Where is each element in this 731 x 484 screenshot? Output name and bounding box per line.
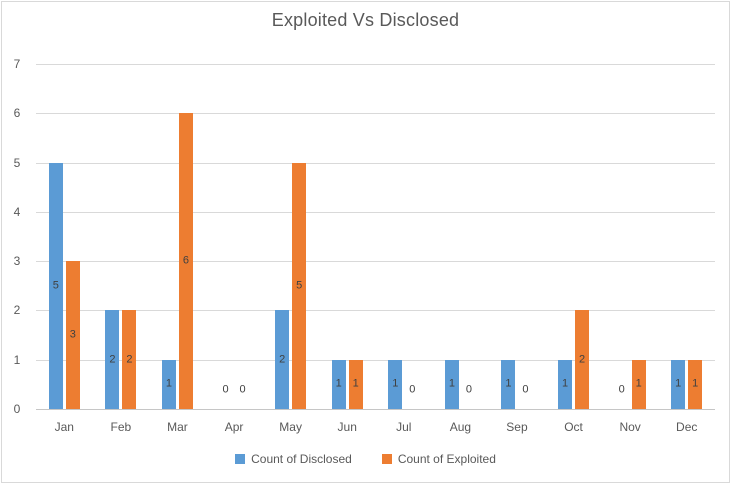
disclosed-data-label: 1: [561, 377, 569, 390]
disclosed-bar: [671, 359, 686, 409]
exploited-bar: [65, 261, 80, 409]
exploited-bar: [631, 359, 646, 409]
disclosed-data-label: 2: [109, 353, 116, 366]
x-axis-category-label: Oct: [564, 420, 583, 434]
disclosed-bar: [105, 310, 120, 409]
disclosed-bar: [558, 359, 573, 409]
disclosed-bar: [501, 359, 516, 409]
disclosed-data-label: 0: [618, 383, 625, 396]
exploited-data-label: 0: [239, 383, 246, 396]
gridline: [36, 261, 715, 263]
disclosed-data-label: 1: [392, 377, 399, 390]
legend-label: Count of Disclosed: [251, 452, 352, 466]
disclosed-bar: [48, 162, 63, 409]
x-axis-category-label: Aug: [449, 420, 472, 434]
exploited-data-label: 1: [635, 377, 642, 390]
exploited-data-label: 5: [296, 279, 303, 292]
exploited-data-label: 0: [409, 383, 416, 396]
x-axis-line: [36, 409, 715, 410]
legend: Count of Disclosed Count of Exploited: [2, 452, 729, 466]
exploited-data-label: 0: [522, 383, 529, 396]
y-axis-tick-label: 2: [13, 303, 21, 318]
gridline: [36, 64, 715, 65]
disclosed-data-label: 1: [335, 377, 342, 390]
disclosed-data-label: 1: [165, 377, 173, 390]
gridline: [36, 310, 715, 312]
gridline: [36, 211, 715, 213]
legend-item-disclosed: Count of Disclosed: [235, 452, 352, 466]
disclosed-data-label: 5: [52, 279, 59, 292]
disclosed-bar: [275, 310, 290, 409]
x-axis-category-label: Feb: [110, 420, 132, 434]
y-axis-tick-label: 3: [13, 254, 21, 269]
disclosed-bar: [161, 359, 176, 409]
gridline: [36, 113, 715, 115]
exploited-bar: [575, 310, 590, 409]
exploited-bar: [688, 359, 703, 409]
exploited-bar: [292, 162, 307, 409]
disclosed-swatch-icon: [235, 454, 246, 464]
y-axis-tick-label: 6: [13, 106, 21, 121]
exploited-bar: [178, 113, 193, 409]
legend-item-exploited: Count of Exploited: [381, 452, 496, 466]
y-axis-tick-label: 4: [13, 204, 21, 219]
exploited-bar: [122, 310, 137, 409]
exploited-data-label: 1: [692, 377, 699, 390]
disclosed-data-label: 1: [675, 377, 682, 390]
exploited-data-label: 2: [578, 353, 586, 366]
y-axis-tick-label: 5: [13, 155, 21, 170]
disclosed-data-label: 1: [448, 377, 455, 390]
gridline: [36, 359, 715, 361]
y-axis-tick-label: 7: [13, 57, 21, 71]
y-axis-tick-label: 1: [13, 352, 21, 367]
x-axis-category-label: May: [279, 420, 302, 434]
x-axis-category-label: Sep: [506, 420, 528, 434]
x-axis-category-label: Jul: [396, 420, 412, 434]
gridline: [36, 162, 715, 164]
exploited-data-label: 3: [69, 328, 76, 341]
exploited-bar: [348, 359, 363, 409]
exploited-data-label: 2: [126, 353, 133, 366]
plot-area: 0 1 2 3 4 5 6 7 Jan 5 3 Feb 2 2 Mar 1 6 Apr 0 0 May 2 5 Jun 1 1 Ju…: [14, 58, 715, 434]
x-axis-category-label: Jun: [337, 420, 357, 434]
disclosed-data-label: 0: [222, 383, 229, 396]
legend-label: Count of Exploited: [397, 452, 496, 466]
x-axis-category-label: Dec: [676, 420, 698, 434]
exploited-data-label: 1: [352, 377, 359, 390]
exploited-data-label: 6: [182, 254, 190, 267]
disclosed-bar: [331, 359, 346, 409]
exploited-swatch-icon: [381, 454, 392, 464]
x-axis-category-label: Jan: [54, 420, 74, 434]
disclosed-bar: [388, 359, 403, 409]
x-axis-category-label: Nov: [619, 420, 641, 434]
chart-title: Exploited Vs Disclosed: [271, 10, 460, 30]
disclosed-data-label: 2: [279, 353, 286, 366]
y-axis-tick-label: 0: [13, 402, 21, 416]
x-axis-category-label: Mar: [167, 420, 188, 434]
x-axis-category-label: Apr: [224, 420, 244, 434]
disclosed-bar: [444, 359, 459, 409]
exploited-data-label: 0: [465, 383, 472, 396]
disclosed-data-label: 1: [505, 377, 512, 390]
